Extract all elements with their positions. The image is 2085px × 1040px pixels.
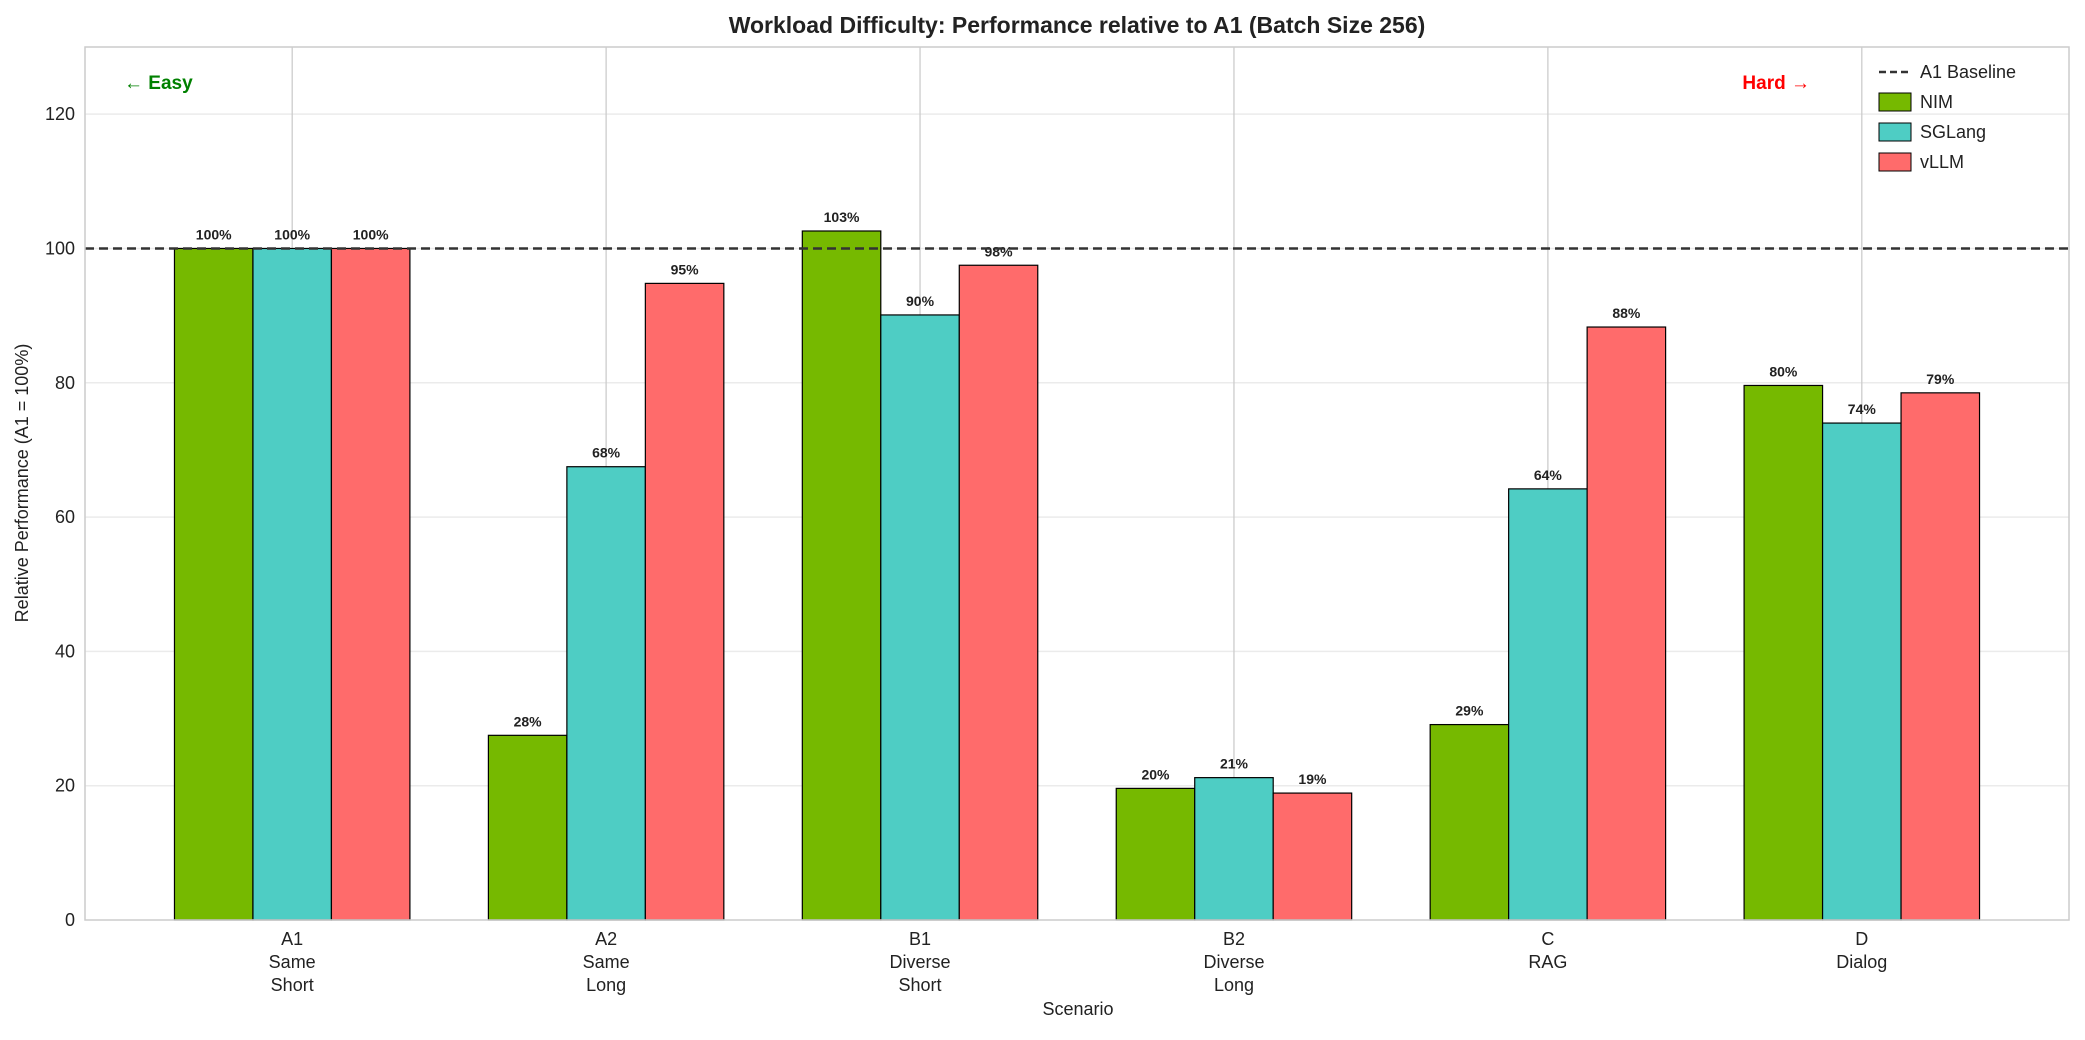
bar-sglang: [1821, 422, 1902, 921]
x-tick-label: Same: [269, 952, 316, 972]
x-tick-label: Long: [586, 975, 626, 995]
x-tick-label: Short: [271, 975, 314, 995]
bar-value-label: 100%: [274, 226, 310, 242]
bar-value-label: 68%: [592, 445, 621, 461]
hard-annotation: Hard →: [1742, 73, 1810, 94]
bar-vllm: [958, 264, 1039, 921]
x-tick-label: Dialog: [1836, 952, 1887, 972]
x-tick-label: D: [1855, 929, 1868, 949]
bar-vllm: [1586, 326, 1667, 921]
bar-value-label: 79%: [1926, 371, 1955, 387]
bar-value-label: 100%: [353, 226, 389, 242]
bar-nim: [173, 247, 254, 921]
bar-vllm: [330, 247, 411, 921]
legend: A1 Baseline NIM SGLang vLLM: [1878, 62, 2016, 172]
y-tick-label: 60: [55, 507, 75, 527]
y-tick-label: 40: [55, 641, 75, 661]
y-tick-label: 20: [55, 776, 75, 796]
bar-value-label: 28%: [514, 713, 543, 729]
bar-value-label: 20%: [1141, 766, 1170, 782]
bar-sglang: [880, 314, 960, 921]
x-tick-label: RAG: [1528, 952, 1567, 972]
bar-value-label: 88%: [1612, 305, 1641, 321]
y-tick-label: 100: [45, 238, 75, 258]
bar-nim: [1743, 384, 1824, 921]
legend-label-baseline: A1 Baseline: [1920, 62, 2016, 82]
y-axis-label: Relative Performance (A1 = 100%): [12, 344, 32, 623]
bar-vllm: [1900, 392, 1981, 921]
bar-sglang: [566, 466, 646, 921]
x-tick-label: A2: [595, 929, 617, 949]
chart-title: Workload Difficulty: Performance relativ…: [729, 12, 1426, 38]
bar-nim: [487, 734, 568, 921]
bar-value-label: 29%: [1455, 703, 1484, 719]
bar-vllm: [1272, 792, 1353, 921]
legend-label-vllm: vLLM: [1920, 152, 1964, 172]
x-tick-label: Short: [899, 975, 942, 995]
x-tick-label: Diverse: [1203, 952, 1264, 972]
legend-label-sglang: SGLang: [1920, 122, 1986, 142]
x-tick-label: C: [1541, 929, 1554, 949]
x-tick-label: B2: [1223, 929, 1245, 949]
x-tick-label: B1: [909, 929, 931, 949]
bar-nim: [1429, 723, 1510, 921]
x-axis-label: Scenario: [1042, 999, 1113, 1019]
bar-value-label: 98%: [985, 243, 1014, 259]
bar-value-label: 64%: [1534, 467, 1563, 483]
y-tick-label: 0: [65, 910, 75, 930]
bar-value-label: 90%: [906, 293, 935, 309]
bar-sglang: [1194, 777, 1274, 921]
bar-value-label: 21%: [1220, 756, 1249, 772]
x-tick-label: Long: [1214, 975, 1254, 995]
y-tick-label: 80: [55, 373, 75, 393]
legend-swatch-nim: [1878, 92, 1912, 112]
bar-value-label: 103%: [824, 209, 860, 225]
legend-swatch-sglang: [1878, 122, 1912, 142]
legend-label-nim: NIM: [1920, 92, 1953, 112]
x-tick-label: Same: [583, 952, 630, 972]
bar-value-label: 95%: [671, 261, 700, 277]
x-tick-label: A1: [281, 929, 303, 949]
legend-swatch-vllm: [1878, 152, 1912, 172]
bar-nim: [801, 230, 882, 921]
y-tick-label: 120: [45, 104, 75, 124]
bar-value-label: 80%: [1769, 363, 1798, 379]
bar-sglang: [1508, 488, 1588, 921]
bar-value-label: 74%: [1848, 401, 1877, 417]
plot-frame: [84, 46, 2070, 921]
easy-annotation: ← Easy: [124, 73, 193, 94]
x-tick-label: Diverse: [890, 952, 951, 972]
bar-value-label: 100%: [196, 226, 232, 242]
bar-value-label: 19%: [1298, 771, 1327, 787]
bar-vllm: [644, 282, 725, 921]
bar-sglang: [252, 247, 333, 921]
bar-nim: [1115, 787, 1196, 921]
